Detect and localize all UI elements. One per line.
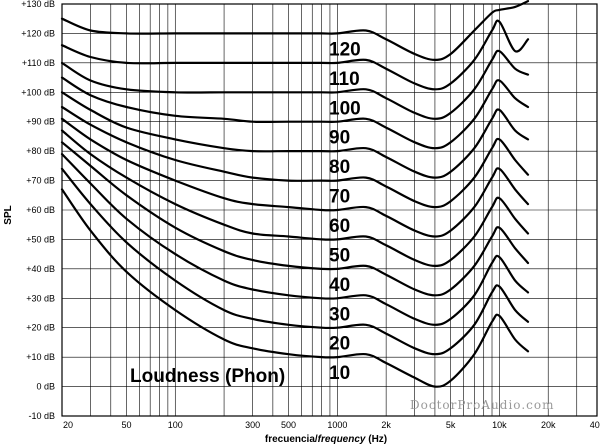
x-tick-label: 40k [590,420,600,430]
chart-title: Loudness (Phon) [130,366,285,387]
y-tick-label: 0 dB [36,382,55,392]
curve-phon-120 [60,0,530,61]
y-tick-label: +80 dB [26,146,55,156]
curve-phon-70 [60,105,530,209]
y-tick-label: -10 dB [28,411,55,421]
y-tick-label: +40 dB [26,264,55,274]
watermark: DoctorProAudio.com [410,398,554,412]
phon-label-120: 120 [329,39,361,60]
y-tick-label: +120 dB [21,28,55,38]
phon-label-40: 40 [329,275,350,296]
x-tick-label: 1000 [327,420,347,430]
curve-phon-110 [60,19,530,91]
curve-phon-50 [60,129,530,267]
curve-phon-10 [60,188,530,388]
x-tick-label: 100 [168,420,183,430]
phon-label-90: 90 [329,128,350,149]
phon-labels: 10 20 30 40 50 60 70 80 90 100 110 120 [329,39,361,384]
y-tick-label: +110 dB [22,58,55,68]
phon-label-30: 30 [329,304,350,325]
phon-label-50: 50 [329,245,350,266]
y-tick-label: +50 dB [26,234,55,244]
y-tick-label: +100 dB [21,87,55,97]
x-tick-label: 20 [63,420,73,430]
curve-phon-20 [60,167,530,356]
phon-label-110: 110 [329,69,360,90]
y-tick-label: +90 dB [26,117,55,127]
y-tick-labels: +130 dB +120 dB +110 dB +100 dB +90 dB +80 dB… [21,0,55,421]
x-tick-label: 20k [541,420,556,430]
x-tick-label: 300 [245,420,260,430]
curves [60,0,530,388]
phon-label-60: 60 [329,216,350,237]
x-axis-label-en: frequency [318,434,366,445]
y-tick-label: +10 dB [26,352,55,362]
x-axis-label-es: frecuencia/ [265,434,318,445]
x-tick-label: 2k [381,420,391,430]
y-tick-label: +70 dB [26,176,55,186]
x-tick-label: 5k [446,420,456,430]
curve-phon-40 [60,141,530,297]
x-tick-label: 500 [281,420,296,430]
y-tick-label: +30 dB [26,293,55,303]
phon-label-10: 10 [329,363,350,384]
phon-label-80: 80 [329,157,350,178]
x-tick-label: 10k [492,420,507,430]
x-axis-label: frecuencia/frequency (Hz) [265,434,387,445]
curve-phon-60 [60,117,530,238]
phon-label-70: 70 [329,187,350,208]
x-axis-label-unit: (Hz) [365,434,387,445]
plot-frame [61,3,598,417]
phon-label-20: 20 [329,334,350,355]
curve-phon-90 [60,76,530,150]
y-tick-label: +60 dB [26,205,55,215]
y-axis-label: SPL [3,205,14,224]
x-tick-label: 50 [121,420,131,430]
phon-label-100: 100 [329,98,361,119]
curve-phon-30 [60,153,530,326]
y-tick-label: +20 dB [26,323,55,333]
x-tick-labels: 20 50 100 300 500 1000 2k 5k 10k 20k 40k [63,420,600,430]
curve-phon-100 [60,49,530,120]
y-tick-label: +130 dB [21,0,55,9]
curve-phon-80 [60,91,530,179]
